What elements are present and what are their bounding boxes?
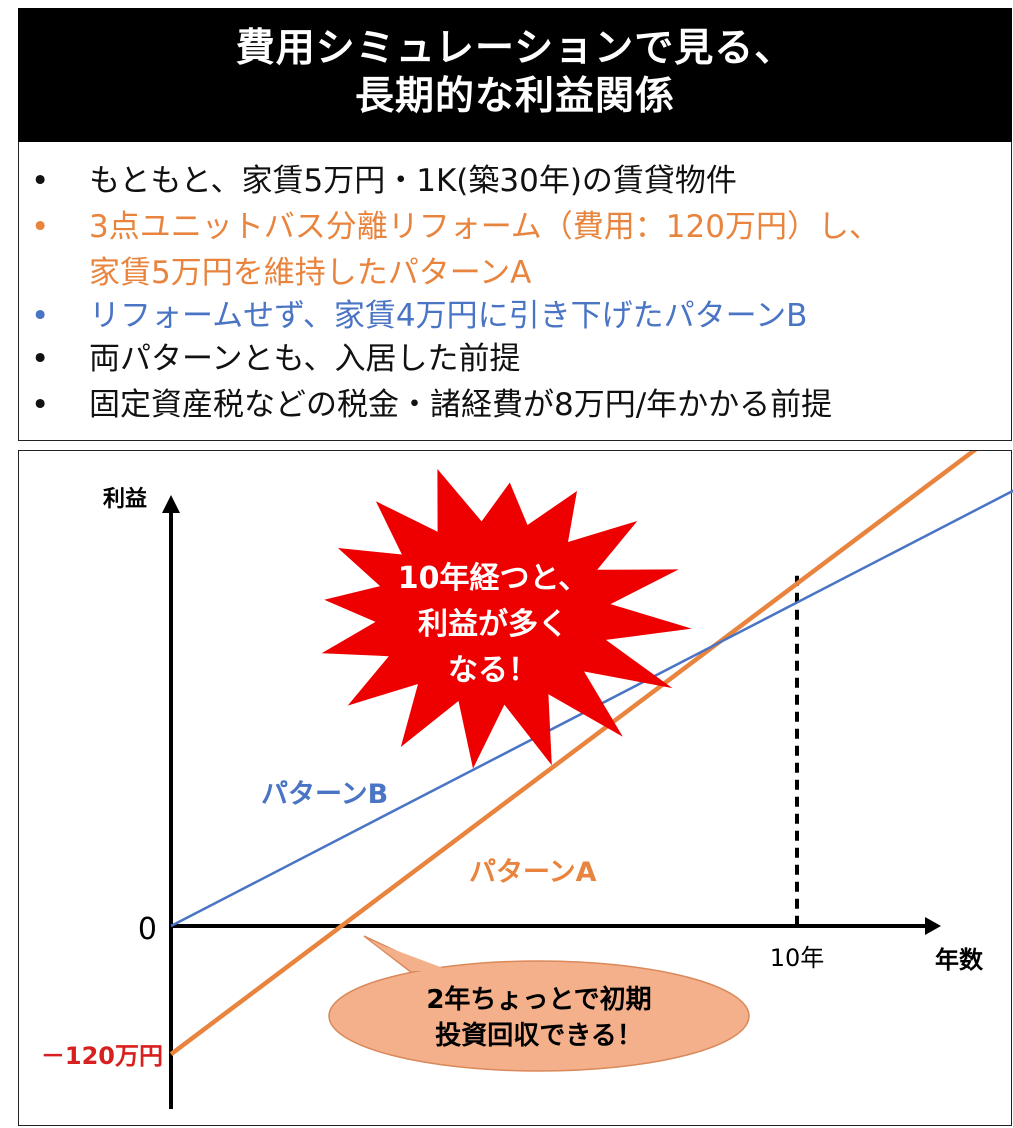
bullet-text: 固定資産税などの税金・諸経費が8万円/年かかる前提 [89, 387, 833, 423]
bullet-text: 両パターンとも、入居した前提 [89, 341, 521, 377]
title-line-1: 費用シミュレーションで見る、 [235, 26, 795, 71]
series-line-pattern-a [169, 451, 978, 1056]
series-label-pattern-a: パターンA [469, 857, 597, 888]
chart-panel: 利益年数 0 －120万円 10年 パターンB パターンA 10年経つと、 利益が多くなる！ 2… [18, 450, 1013, 1126]
y-tick-label: 0 [138, 912, 157, 947]
burst-callout [321, 469, 692, 769]
bullet-marker: • [31, 341, 50, 377]
bubble-callout [328, 960, 750, 1072]
title-banner: 費用シミュレーションで見る、 長期的な利益関係 [18, 8, 1012, 142]
bullet-marker: • [31, 209, 50, 245]
bullet-text: もともと、家賃5万円・1K(築30年)の賃貸物件 [89, 163, 737, 199]
y-axis-arrow [162, 495, 180, 513]
title-line-2: 長期的な利益関係 [354, 74, 675, 119]
bullet-text: リフォームせず、家賃4万円に引き下げたパターンB [89, 298, 808, 334]
bullet-marker: • [31, 298, 50, 334]
bubble-callout-text: 投資回収できる！ [435, 1021, 642, 1051]
bullet-marker: • [31, 387, 50, 423]
x-tick-label: 10年 [770, 944, 825, 972]
x-axis-label: 年数 [935, 946, 984, 974]
y-tick-label: －120万円 [41, 1042, 163, 1070]
bubble-callout-text: 2年ちょっとで初期 [426, 984, 651, 1015]
x-axis-arrow [925, 917, 941, 935]
burst-callout-text: 10年経つと、 [398, 561, 589, 596]
bullet-text: 3点ユニットバス分離リフォーム（費用：120万円）し、 [89, 209, 880, 245]
y-axis-label: 利益 [103, 486, 147, 512]
burst-callout-text: なる！ [448, 653, 538, 688]
bullet-text: 家賃5万円を維持したパターンA [89, 255, 532, 291]
bullet-list: • もともと、家賃5万円・1K(築30年)の賃貸物件 • 3点ユニットバス分離リ… [18, 142, 1012, 441]
bubble-tail-fill [371, 941, 451, 971]
series-label-pattern-b: パターンB [261, 779, 388, 810]
burst-callout-text: 利益が多く [418, 607, 568, 642]
bullet-marker: • [31, 163, 50, 199]
